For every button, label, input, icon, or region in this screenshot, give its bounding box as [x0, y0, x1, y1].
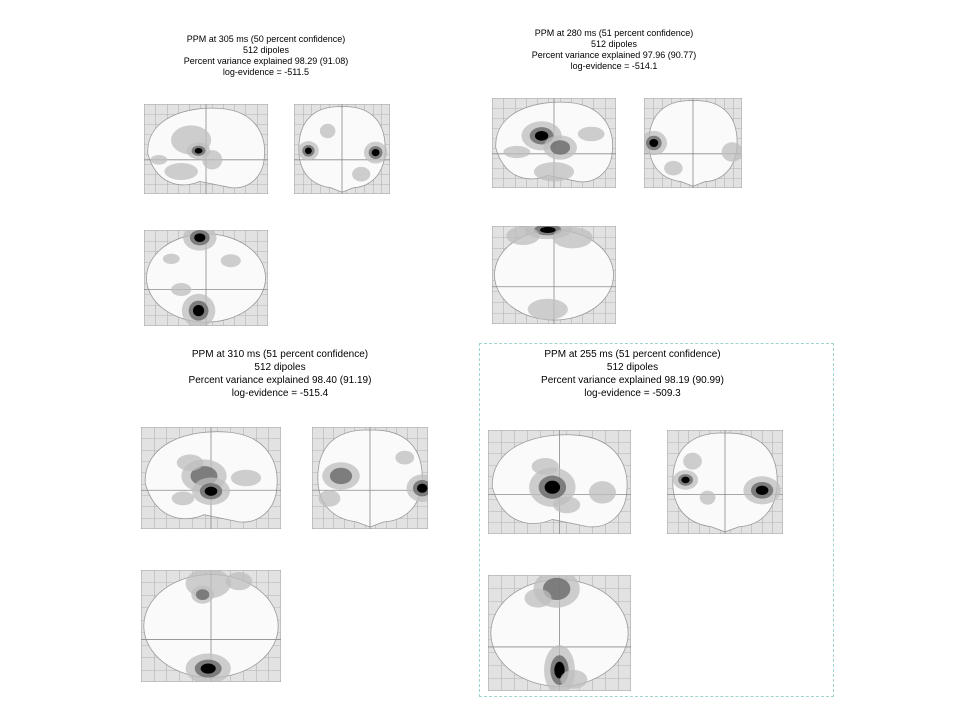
activation-blob [588, 481, 616, 504]
activation-blob [164, 162, 198, 181]
panel-title: PPM at 255 ms (51 percent confidence) [544, 349, 721, 360]
activation-peak [194, 147, 203, 154]
activation-peak [681, 476, 690, 484]
activation-blobs [644, 130, 742, 176]
panel-title: PPM at 310 ms (51 percent confidence) [191, 349, 369, 360]
transverse-view [492, 226, 616, 324]
panel-dipoles: 512 dipoles [590, 39, 638, 49]
panel-variance: Percent variance explained 97.96 (90.77) [531, 50, 697, 60]
activation-blob [162, 253, 180, 264]
activation-blob [524, 588, 552, 608]
panel-title: PPM at 305 ms (50 percent confidence) [186, 34, 346, 44]
activation-peak [194, 233, 206, 242]
activation-blob-core [550, 140, 571, 155]
activation-blobs [503, 121, 605, 182]
coronal-view [667, 430, 783, 534]
activation-blobs [524, 575, 588, 691]
activation-blob [527, 298, 568, 320]
panel-dipoles: 512 dipoles [242, 45, 290, 55]
activation-blob [395, 450, 415, 465]
panel-caption: PPM at 280 ms (51 percent confidence) 51… [514, 28, 714, 72]
activation-blob [318, 490, 341, 507]
activation-blob [699, 490, 716, 505]
activation-blob [552, 227, 593, 249]
activation-peak [534, 130, 549, 141]
panel-dipoles: 512 dipoles [606, 362, 659, 373]
transverse-view [141, 570, 281, 682]
activation-blob-core [329, 467, 353, 485]
activation-blob [220, 254, 241, 268]
activation-blob [150, 154, 168, 165]
transverse-view [488, 575, 631, 691]
activation-peak [416, 483, 428, 493]
activation-blob [531, 457, 559, 475]
activation-blob [171, 283, 192, 296]
activation-blobs [162, 230, 241, 326]
transverse-view [144, 230, 268, 326]
activation-blob [225, 572, 253, 591]
activation-peak [204, 486, 218, 496]
activation-blob [506, 226, 540, 246]
panel-caption: PPM at 310 ms (51 percent confidence) 51… [165, 348, 395, 400]
panel-evidence: log-evidence = -514.1 [570, 61, 658, 71]
activation-blob [577, 126, 605, 142]
activation-peak [192, 305, 205, 317]
activation-blobs [529, 457, 616, 514]
activation-blob [230, 469, 262, 487]
activation-peak [539, 226, 556, 234]
panel-variance: Percent variance explained 98.40 (91.19) [188, 375, 372, 386]
activation-blob [664, 160, 683, 176]
activation-blob [176, 454, 204, 471]
activation-blob [553, 496, 581, 514]
activation-peak [649, 138, 659, 148]
panel-dipoles: 512 dipoles [254, 362, 306, 373]
sagittal-view [492, 98, 616, 188]
activation-blobs [185, 570, 253, 682]
activation-peak [755, 485, 769, 495]
activation-blob [503, 145, 531, 159]
activation-blob-core [195, 589, 210, 601]
panel-variance: Percent variance explained 98.19 (90.99) [541, 375, 724, 386]
coronal-view [294, 104, 390, 194]
activation-peak [544, 480, 561, 494]
sagittal-view [141, 427, 281, 529]
sagittal-view [488, 430, 631, 534]
sagittal-view [144, 104, 268, 194]
activation-blob [683, 452, 702, 470]
activation-blob [202, 150, 223, 170]
activation-peak [371, 148, 380, 157]
panel-caption: PPM at 255 ms (51 percent confidence) 51… [515, 348, 750, 400]
activation-blobs [171, 454, 262, 506]
panel-title: PPM at 280 ms (51 percent confidence) [534, 28, 694, 38]
activation-blobs [150, 125, 223, 181]
activation-blob [533, 162, 575, 182]
selected-panel-outline[interactable] [479, 343, 834, 697]
activation-blob [352, 166, 371, 182]
activation-peak [554, 661, 565, 679]
activation-peak [200, 663, 216, 674]
panel-variance: Percent variance explained 98.29 (91.08) [183, 56, 349, 66]
activation-blobs [673, 452, 781, 505]
panel-evidence: log-evidence = -509.3 [584, 388, 681, 399]
coronal-view [644, 98, 742, 188]
activation-blob [319, 123, 336, 139]
activation-blob [721, 142, 742, 162]
activation-blob [560, 670, 588, 689]
coronal-view [312, 427, 428, 529]
activation-blobs [506, 226, 593, 320]
panel-caption: PPM at 305 ms (50 percent confidence) 51… [166, 34, 366, 78]
panel-evidence: log-evidence = -511.5 [222, 67, 310, 77]
panel-evidence: log-evidence = -515.4 [231, 388, 329, 399]
activation-blob [171, 491, 195, 506]
activation-blobs [298, 123, 388, 182]
activation-blobs [318, 450, 428, 507]
activation-peak [304, 147, 312, 155]
